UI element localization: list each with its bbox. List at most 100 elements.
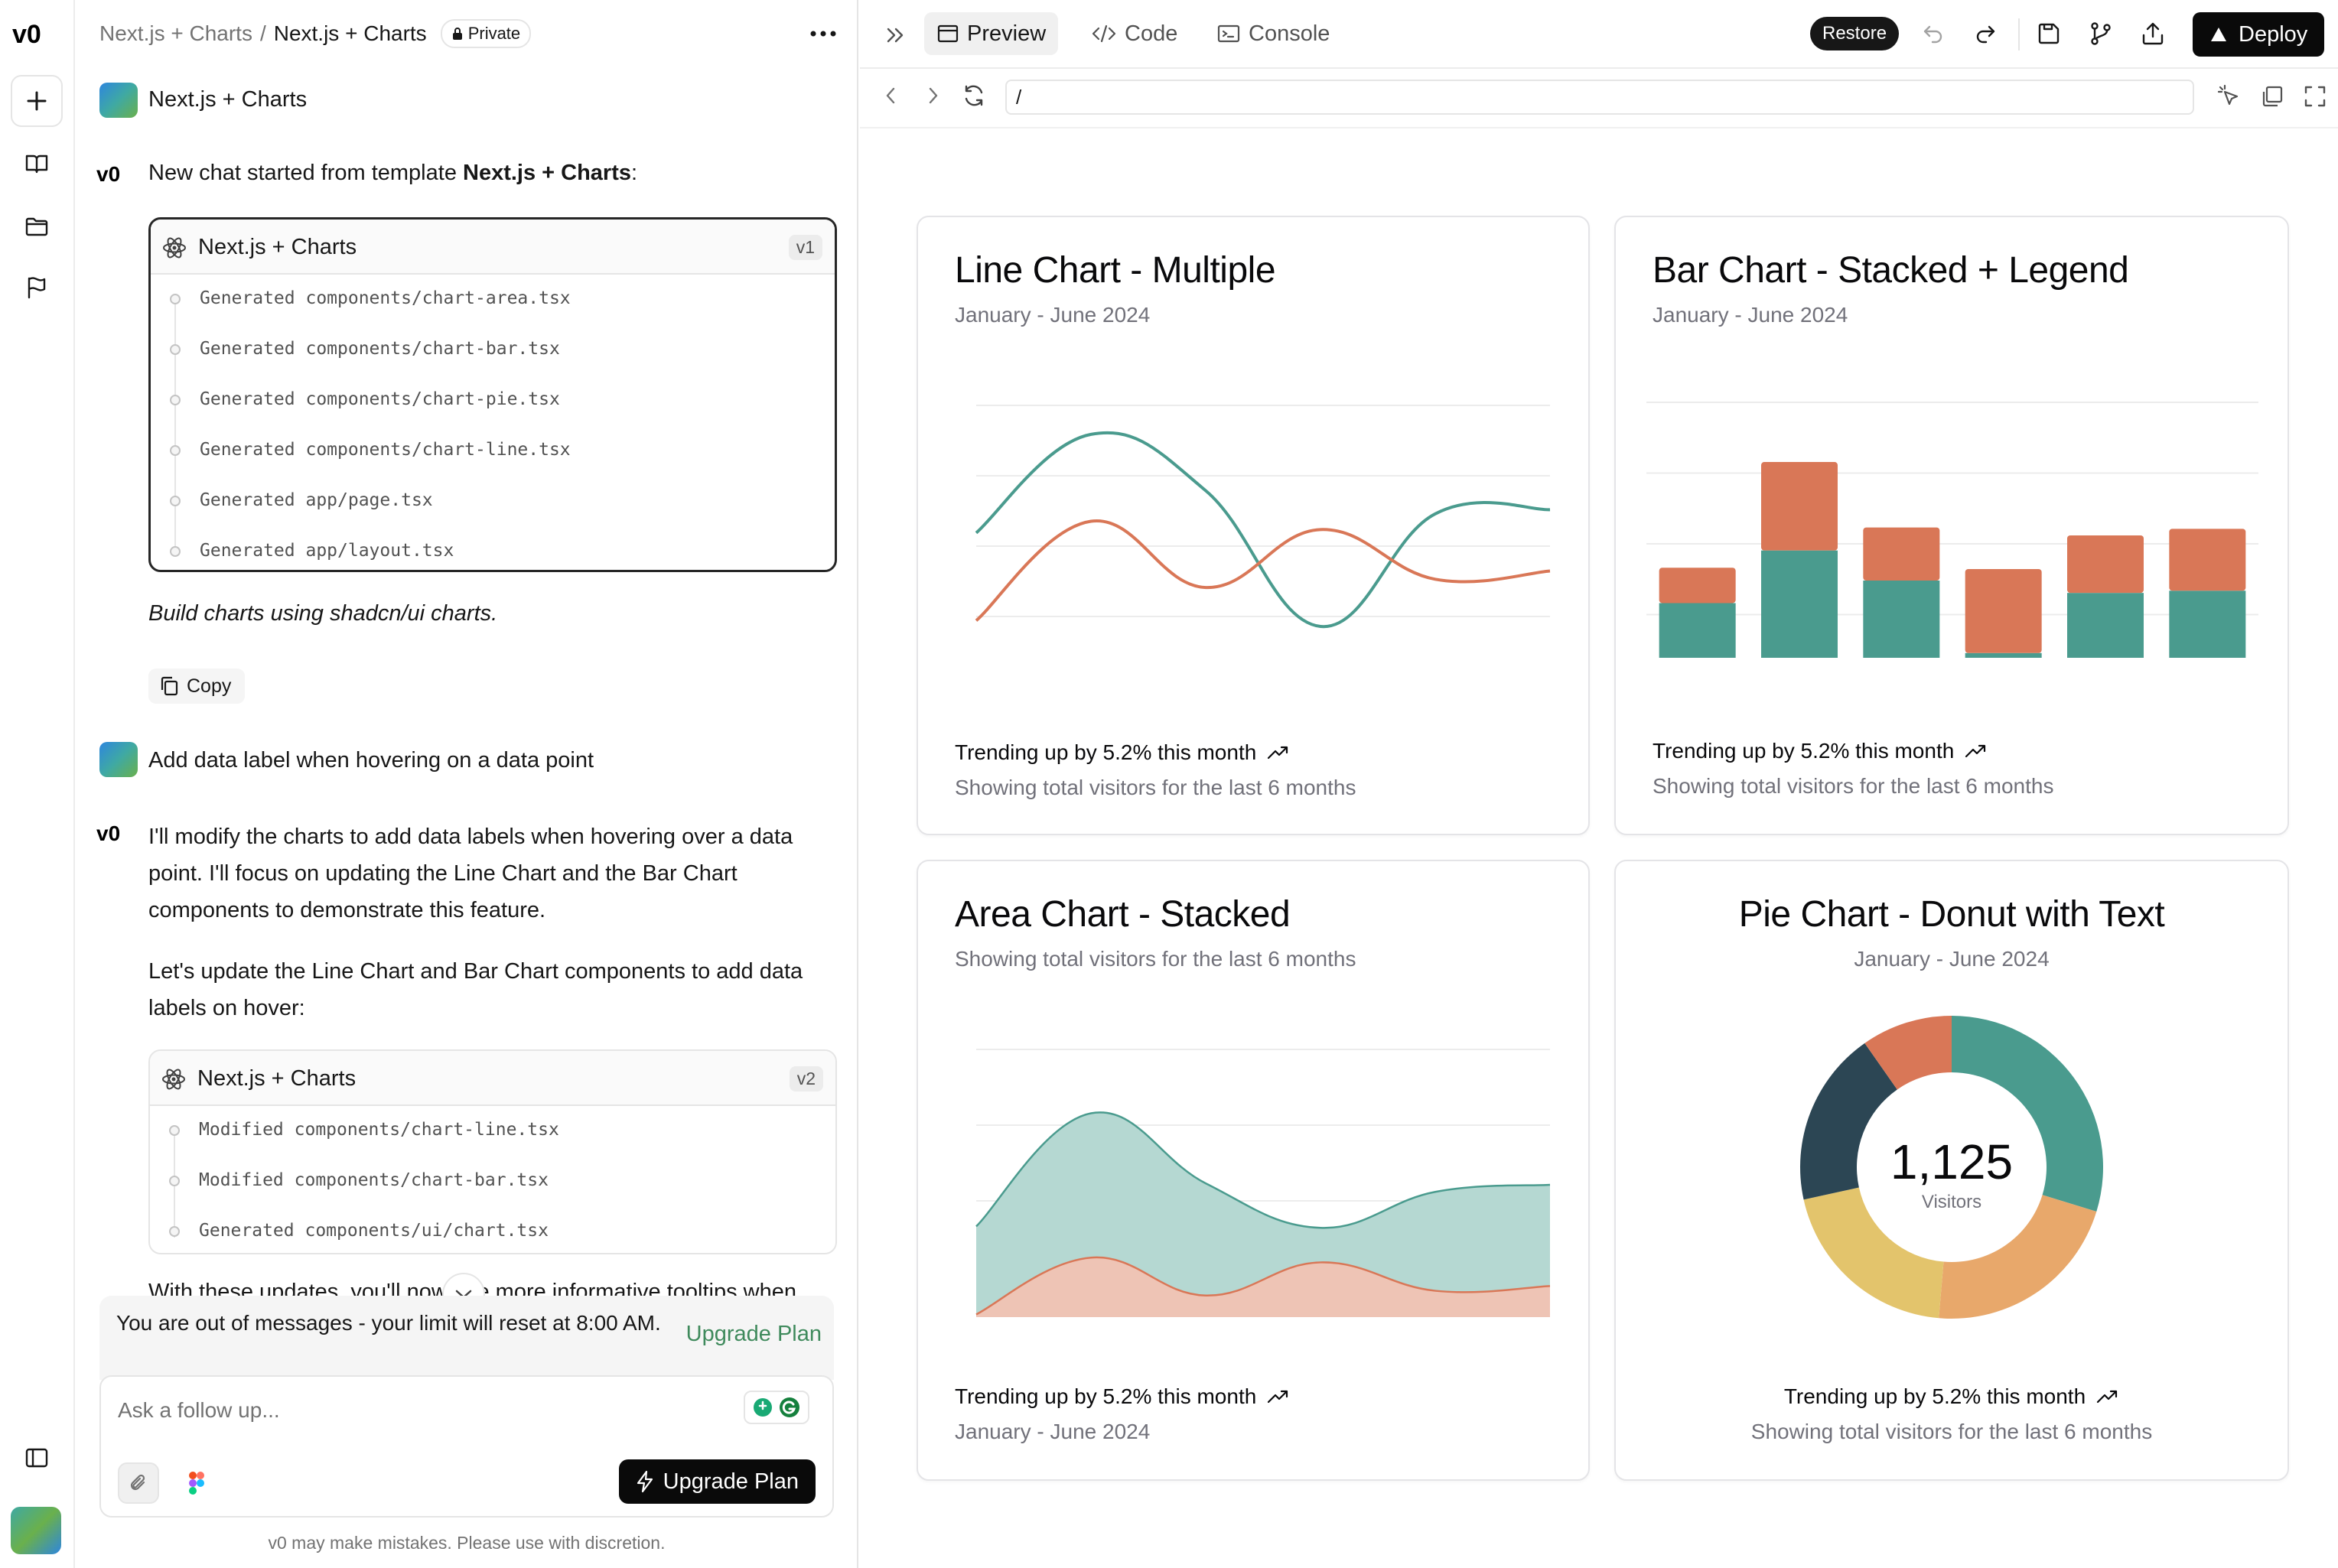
bar-segment[interactable] xyxy=(1761,462,1838,551)
timeline-dot xyxy=(170,294,181,304)
area-series-2[interactable] xyxy=(976,1112,1550,1315)
chat-input-box: Ask a follow up... Upgrade Plan xyxy=(99,1375,834,1518)
fullscreen-button[interactable] xyxy=(2303,84,2327,112)
figma-import-button[interactable] xyxy=(176,1462,217,1504)
breadcrumb-chat[interactable]: Next.js + Charts xyxy=(273,21,427,45)
upgrade-plan-link[interactable]: Upgrade Plan xyxy=(685,1322,822,1346)
bar-segment[interactable] xyxy=(2067,535,2144,594)
breadcrumb-project[interactable]: Next.js + Charts xyxy=(99,21,252,45)
library-button[interactable] xyxy=(11,138,63,190)
projects-button[interactable] xyxy=(11,200,63,252)
share-button[interactable] xyxy=(2139,20,2167,51)
version-card-v2[interactable]: Next.js + Charts v2 Modified components/… xyxy=(148,1049,837,1254)
line-series-1[interactable] xyxy=(975,431,1551,629)
bar-segment[interactable] xyxy=(1863,580,1940,658)
file-entry[interactable]: Modified components/chart-line.tsx xyxy=(199,1120,559,1140)
deploy-label: Deploy xyxy=(2239,21,2308,47)
bar-segment[interactable] xyxy=(1659,603,1736,658)
v0-avatar: v0 xyxy=(96,821,139,848)
file-entry[interactable]: Generated app/page.tsx xyxy=(200,490,433,510)
attach-button[interactable] xyxy=(118,1462,159,1504)
toggle-sidebar-button[interactable] xyxy=(11,1432,63,1484)
forward-button[interactable] xyxy=(921,84,944,111)
trending-up-icon xyxy=(2097,1390,2118,1404)
donut-slice-orange[interactable] xyxy=(1864,1016,1952,1090)
folder-icon xyxy=(25,217,48,236)
top-toolbar: Preview Code Console Restore Deploy xyxy=(860,0,2338,69)
lock-icon xyxy=(452,28,462,40)
user-avatar-small xyxy=(99,83,138,118)
browser-window-icon xyxy=(937,24,959,43)
donut-slice-navy[interactable] xyxy=(1800,1043,1897,1200)
tab-preview[interactable]: Preview xyxy=(924,12,1059,55)
area-series-1[interactable] xyxy=(976,1257,1550,1317)
v0-logo[interactable]: v0 xyxy=(11,18,63,49)
area-series-1-line xyxy=(975,1256,1551,1316)
redo-button[interactable] xyxy=(1971,20,1998,51)
back-button[interactable] xyxy=(880,84,903,111)
refresh-icon xyxy=(965,85,983,106)
version-card-v1[interactable]: Next.js + Charts v1 Generated components… xyxy=(148,217,837,572)
refresh-button[interactable] xyxy=(961,83,987,112)
truncated-text-container: With these updates, you'll now see more … xyxy=(148,1282,822,1296)
line-series-2[interactable] xyxy=(975,519,1551,622)
plus-icon xyxy=(27,91,47,111)
expand-icon xyxy=(2304,86,2326,107)
timeline-dot xyxy=(170,395,181,405)
bar-segment[interactable] xyxy=(1863,527,1940,581)
copy-button[interactable]: Copy xyxy=(148,669,246,704)
save-snapshot-button[interactable] xyxy=(2035,20,2063,51)
file-entry[interactable]: Generated components/chart-pie.tsx xyxy=(200,389,560,409)
react-icon xyxy=(162,1069,185,1090)
open-new-window-button[interactable] xyxy=(2260,84,2284,112)
donut-center-label: Visitors xyxy=(1921,1192,1982,1212)
donut-slice-teal[interactable] xyxy=(1952,1016,2103,1212)
card-subtitle: January - June 2024 xyxy=(1854,947,2050,971)
assistant-reply-paragraph: Let's update the Line Chart and Bar Char… xyxy=(148,959,803,1020)
grammarly-widget[interactable] xyxy=(744,1391,809,1424)
card-title: Area Chart - Stacked xyxy=(955,894,1291,935)
file-entry[interactable]: Generated components/chart-bar.tsx xyxy=(200,339,560,359)
file-entry[interactable]: Generated components/chart-area.tsx xyxy=(200,288,571,308)
tab-code[interactable]: Code xyxy=(1091,12,1177,55)
deploy-button[interactable]: Deploy xyxy=(2193,12,2325,57)
file-entry[interactable]: Generated components/chart-line.tsx xyxy=(200,440,571,460)
file-entry[interactable]: Modified components/chart-bar.tsx xyxy=(199,1170,549,1190)
paperclip-icon xyxy=(130,1474,145,1491)
donut-slice-yellow[interactable] xyxy=(1803,1187,1944,1319)
timeline-dot xyxy=(169,1125,180,1136)
inspect-button[interactable] xyxy=(2217,84,2242,112)
git-branch-button[interactable] xyxy=(2087,20,2115,51)
bar-segment[interactable] xyxy=(1659,568,1736,603)
url-bar-row: / xyxy=(860,69,2338,128)
chevron-left-icon xyxy=(886,87,895,104)
grammarly-icon xyxy=(780,1397,799,1417)
bar-segment[interactable] xyxy=(1965,652,2042,658)
bar-segment[interactable] xyxy=(2169,529,2246,591)
private-badge[interactable]: Private xyxy=(440,19,532,48)
file-entry[interactable]: Generated app/layout.tsx xyxy=(200,541,454,561)
more-options-button[interactable] xyxy=(803,18,843,49)
trend-label: Trending up by 5.2% this month xyxy=(1783,1384,2086,1408)
feedback-button[interactable] xyxy=(11,262,63,314)
chat-panel: Next.js + Charts / Next.js + Charts Priv… xyxy=(75,0,858,1568)
version-badge: v2 xyxy=(789,1066,823,1091)
user-avatar[interactable] xyxy=(11,1507,61,1554)
upgrade-plan-button[interactable]: Upgrade Plan xyxy=(618,1459,816,1504)
new-chat-button[interactable] xyxy=(11,75,63,127)
bar-segment[interactable] xyxy=(2169,590,2246,658)
terminal-icon xyxy=(1217,24,1240,43)
tab-console[interactable]: Console xyxy=(1216,12,1330,55)
collapse-chat-button[interactable] xyxy=(880,20,910,50)
donut-slice-amber[interactable] xyxy=(1939,1195,2097,1319)
chevrons-right-icon xyxy=(887,28,904,43)
url-input[interactable]: / xyxy=(1005,80,2194,115)
bar-segment[interactable] xyxy=(1965,568,2042,653)
restore-button[interactable]: Restore xyxy=(1810,17,1900,50)
bar-segment[interactable] xyxy=(2067,593,2144,658)
file-entry[interactable]: Generated components/ui/chart.tsx xyxy=(199,1221,549,1241)
followup-input[interactable]: Ask a follow up... xyxy=(118,1398,280,1422)
sidebar-icon xyxy=(25,1448,48,1468)
undo-button[interactable] xyxy=(1920,20,1948,51)
bar-segment[interactable] xyxy=(1761,550,1838,658)
